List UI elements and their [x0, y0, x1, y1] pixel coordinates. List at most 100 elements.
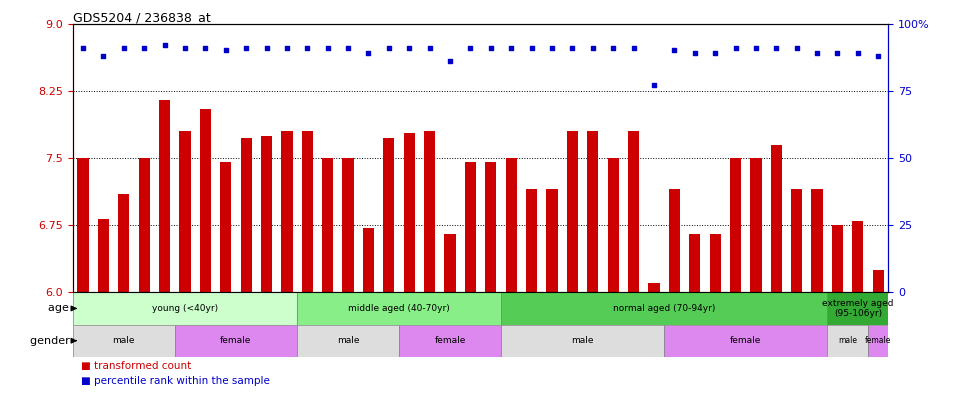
Point — [382, 45, 397, 51]
Bar — [78, 158, 88, 292]
Point — [667, 47, 683, 53]
Point — [789, 45, 805, 51]
Point — [95, 53, 111, 59]
Bar — [98, 219, 109, 292]
Text: female: female — [220, 336, 251, 345]
Bar — [118, 194, 129, 292]
Bar — [445, 234, 455, 292]
Point — [565, 45, 581, 51]
Bar — [628, 131, 639, 292]
Bar — [282, 131, 292, 292]
Text: ■ transformed count: ■ transformed count — [81, 361, 191, 371]
Point — [504, 45, 519, 51]
Point — [830, 50, 846, 56]
Text: extremely aged
(95-106yr): extremely aged (95-106yr) — [822, 299, 893, 318]
Point — [647, 82, 662, 88]
Point — [320, 45, 336, 51]
Bar — [730, 158, 741, 292]
Bar — [220, 162, 231, 292]
Bar — [751, 158, 761, 292]
Bar — [832, 225, 843, 292]
Point — [524, 45, 540, 51]
Bar — [399, 325, 501, 357]
Bar — [501, 325, 664, 357]
Point — [749, 45, 764, 51]
Point — [422, 45, 438, 51]
Bar — [526, 189, 537, 292]
Point — [117, 45, 132, 51]
Bar — [297, 325, 399, 357]
Point — [299, 45, 315, 51]
Bar — [873, 270, 884, 292]
Bar — [506, 158, 517, 292]
Point — [769, 45, 785, 51]
Bar — [465, 162, 476, 292]
Bar — [501, 292, 827, 325]
Point — [157, 42, 173, 48]
Text: male: male — [838, 336, 857, 345]
Bar — [567, 131, 578, 292]
Point — [259, 45, 275, 51]
Bar — [689, 234, 700, 292]
Bar — [853, 220, 863, 292]
Point — [687, 50, 703, 56]
Bar — [384, 138, 394, 292]
Bar — [547, 189, 557, 292]
Text: ■ percentile rank within the sample: ■ percentile rank within the sample — [81, 376, 270, 386]
Bar — [175, 325, 297, 357]
Bar — [261, 136, 272, 292]
Bar — [159, 100, 170, 292]
Text: normal aged (70-94yr): normal aged (70-94yr) — [613, 304, 716, 313]
Bar — [587, 131, 598, 292]
Point — [218, 47, 234, 53]
Text: young (<40yr): young (<40yr) — [151, 304, 218, 313]
Point — [361, 50, 377, 56]
Bar — [241, 138, 251, 292]
Text: age: age — [49, 303, 73, 314]
Bar — [424, 131, 435, 292]
Bar — [669, 189, 680, 292]
Text: female: female — [434, 336, 466, 345]
Point — [198, 45, 214, 51]
Text: male: male — [571, 336, 594, 345]
Text: gender: gender — [29, 336, 73, 346]
Bar — [73, 292, 297, 325]
Bar — [302, 131, 313, 292]
Point — [484, 45, 499, 51]
Point — [626, 45, 642, 51]
Bar — [363, 228, 374, 292]
Text: GDS5204 / 236838_at: GDS5204 / 236838_at — [73, 11, 211, 24]
Bar — [827, 325, 868, 357]
Text: male: male — [113, 336, 135, 345]
Bar — [297, 292, 501, 325]
Point — [239, 45, 254, 51]
Text: female: female — [730, 336, 761, 345]
Bar — [486, 162, 496, 292]
Bar — [139, 158, 150, 292]
Bar — [73, 325, 175, 357]
Bar — [710, 234, 720, 292]
Bar — [343, 158, 353, 292]
Point — [341, 45, 356, 51]
Bar — [827, 292, 888, 325]
Text: middle aged (40-70yr): middle aged (40-70yr) — [349, 304, 450, 313]
Point — [463, 45, 479, 51]
Point — [280, 45, 295, 51]
Bar — [608, 158, 619, 292]
Point — [443, 58, 458, 64]
Bar — [791, 189, 802, 292]
Point — [586, 45, 601, 51]
Point — [851, 50, 866, 56]
Bar — [664, 325, 827, 357]
Bar — [322, 158, 333, 292]
Bar — [200, 109, 211, 292]
Point — [136, 45, 152, 51]
Point — [871, 53, 887, 59]
Point — [402, 45, 418, 51]
Bar — [649, 283, 659, 292]
Bar — [771, 145, 782, 292]
Point — [810, 50, 825, 56]
Bar — [868, 325, 888, 357]
Bar — [812, 189, 822, 292]
Point — [728, 45, 744, 51]
